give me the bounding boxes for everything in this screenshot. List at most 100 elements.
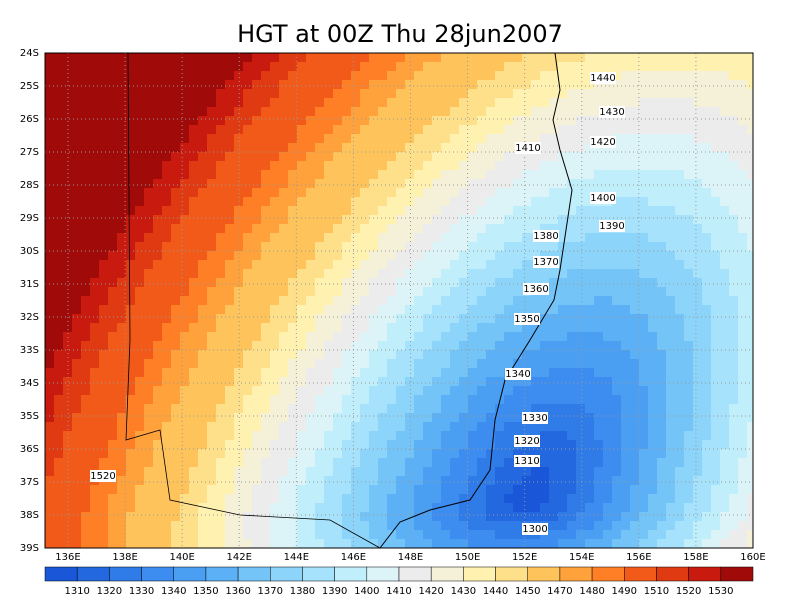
field-cell [738, 287, 748, 297]
field-cell [585, 107, 595, 117]
field-cell [684, 521, 694, 531]
field-cell [144, 413, 154, 423]
field-cell [117, 287, 127, 297]
field-cell [126, 152, 136, 162]
field-cell [432, 332, 442, 342]
field-cell [630, 278, 640, 288]
field-cell [576, 251, 586, 261]
field-cell [441, 161, 451, 171]
field-cell [117, 197, 127, 207]
field-cell [333, 179, 343, 189]
field-cell [333, 377, 343, 387]
field-cell [252, 467, 262, 477]
field-cell [117, 512, 127, 522]
field-cell [198, 485, 208, 495]
field-cell [99, 332, 109, 342]
field-cell [648, 215, 658, 225]
field-cell [576, 125, 586, 135]
field-cell [63, 314, 73, 324]
field-cell [684, 161, 694, 171]
field-cell [522, 503, 532, 513]
field-cell [630, 188, 640, 198]
field-cell [171, 242, 181, 252]
field-cell [603, 323, 613, 333]
field-cell [441, 62, 451, 72]
field-cell [405, 530, 415, 540]
field-cell [369, 341, 379, 351]
field-cell [414, 233, 424, 243]
field-cell [486, 287, 496, 297]
field-cell [378, 368, 388, 378]
field-cell [45, 287, 55, 297]
field-cell [558, 278, 568, 288]
field-cell [684, 179, 694, 189]
field-cell [198, 458, 208, 468]
field-cell [162, 467, 172, 477]
field-cell [162, 386, 172, 396]
field-cell [720, 278, 730, 288]
field-cell [711, 539, 721, 549]
field-cell [315, 449, 325, 459]
field-cell [108, 188, 118, 198]
field-cell [495, 53, 505, 63]
field-cell [657, 215, 667, 225]
field-cell [522, 332, 532, 342]
field-cell [153, 197, 163, 207]
field-cell [504, 530, 514, 540]
field-cell [702, 269, 712, 279]
field-cell [261, 269, 271, 279]
field-cell [261, 197, 271, 207]
field-cell [144, 467, 154, 477]
field-cell [144, 494, 154, 504]
field-cell [315, 161, 325, 171]
field-cell [351, 449, 361, 459]
field-cell [243, 89, 253, 99]
field-cell [549, 458, 559, 468]
field-cell [468, 404, 478, 414]
field-cell [486, 449, 496, 459]
field-cell [135, 476, 145, 486]
field-cell [657, 206, 667, 216]
field-cell [351, 206, 361, 216]
field-cell [315, 287, 325, 297]
field-cell [72, 296, 82, 306]
field-cell [603, 53, 613, 63]
field-cell [486, 98, 496, 108]
field-cell [369, 116, 379, 126]
field-cell [54, 206, 64, 216]
field-cell [81, 269, 91, 279]
field-cell [315, 116, 325, 126]
field-cell [171, 323, 181, 333]
field-cell [459, 206, 469, 216]
field-cell [639, 242, 649, 252]
field-cell [702, 530, 712, 540]
field-cell [72, 260, 82, 270]
field-cell [261, 296, 271, 306]
field-cell [495, 170, 505, 180]
field-cell [576, 305, 586, 315]
field-cell [234, 80, 244, 90]
field-cell [387, 422, 397, 432]
field-cell [297, 377, 307, 387]
field-cell [225, 395, 235, 405]
field-cell [342, 71, 352, 81]
field-cell [81, 152, 91, 162]
field-cell [540, 467, 550, 477]
field-cell [675, 215, 685, 225]
contour-label: 1330 [522, 413, 547, 424]
field-cell [378, 413, 388, 423]
field-cell [162, 449, 172, 459]
field-cell [144, 485, 154, 495]
field-cell [666, 242, 676, 252]
field-cell [387, 350, 397, 360]
field-cell [531, 98, 541, 108]
field-cell [288, 62, 298, 72]
field-cell [270, 161, 280, 171]
field-cell [342, 260, 352, 270]
field-cell [342, 197, 352, 207]
field-cell [378, 422, 388, 432]
field-cell [171, 125, 181, 135]
field-cell [171, 143, 181, 153]
field-cell [333, 152, 343, 162]
field-cell [477, 242, 487, 252]
